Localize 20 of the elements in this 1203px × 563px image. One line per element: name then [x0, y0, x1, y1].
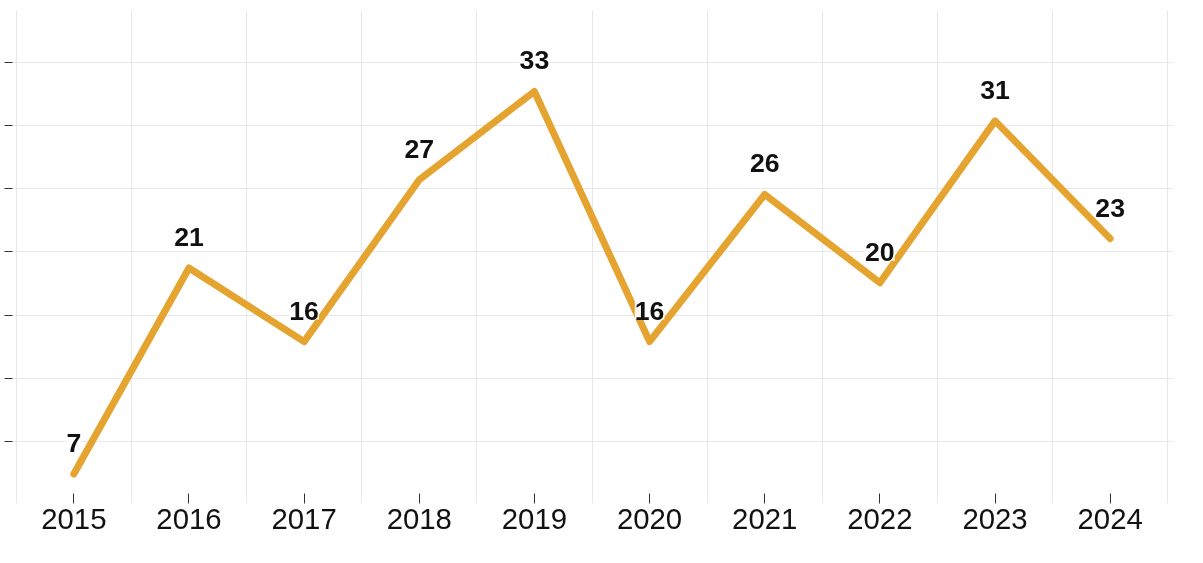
data-label: 26	[749, 148, 780, 179]
data-label: 20	[865, 236, 895, 267]
x-tick-label: 2020	[616, 501, 683, 535]
data-label: 16	[634, 295, 665, 326]
data-label: 23	[1095, 192, 1125, 223]
x-tick-label: 2019	[501, 501, 568, 535]
data-label: 21	[174, 222, 204, 253]
x-tick-label: 2018	[386, 501, 452, 535]
x-tick-label: 2015	[41, 501, 107, 535]
data-label: 16	[289, 295, 319, 326]
x-tick-label: 2021	[732, 501, 798, 535]
x-tick-label: 2023	[962, 501, 1028, 535]
data-label: 31	[980, 74, 1011, 105]
data-label: 27	[404, 133, 435, 164]
x-tick-label: 2022	[847, 501, 913, 535]
data-label: 33	[519, 45, 550, 76]
data-label: 7	[66, 428, 82, 459]
x-tick-label: 2016	[156, 501, 222, 535]
x-tick-label: 2017	[271, 501, 337, 535]
x-tick-label: 2024	[1077, 501, 1143, 535]
